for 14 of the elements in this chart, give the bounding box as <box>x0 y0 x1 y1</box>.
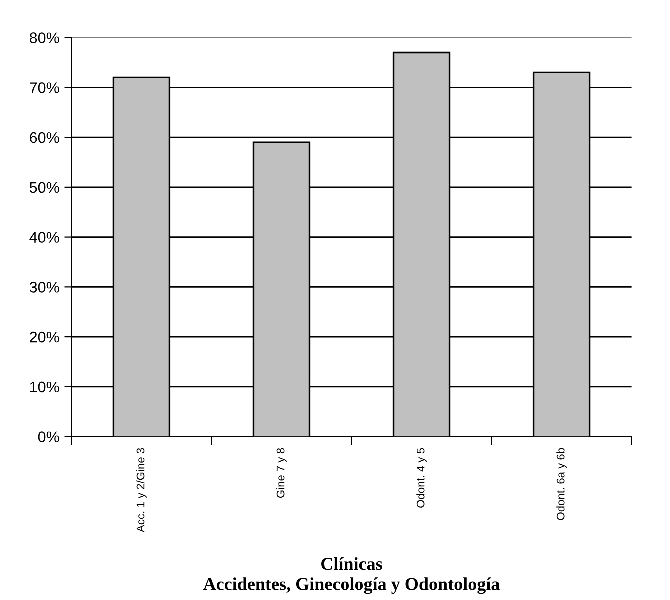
y-tick-label: 70% <box>30 82 60 94</box>
x-tick-label: Acc. 1 y 2/Gine 3 <box>136 448 147 532</box>
y-tick-label: 10% <box>30 382 60 393</box>
y-tick-label: 0% <box>38 432 60 442</box>
x-axis-title: Clínicas Accidentes, Ginecología y Odontología <box>203 558 500 594</box>
y-tick-label: 60% <box>30 132 60 144</box>
x-tick-label: Odont. 4 y 5 <box>416 448 427 508</box>
x-tick-label: Gine 7 y 8 <box>276 448 287 498</box>
y-tick-label: 20% <box>30 332 60 343</box>
y-tick-label: 30% <box>30 282 60 293</box>
y-tick-label: 50% <box>30 182 60 194</box>
y-tick-label: 40% <box>30 232 60 243</box>
x-tick-label: Odont. 6a y 6b <box>556 448 567 520</box>
y-tick-label: 80% <box>30 32 60 44</box>
